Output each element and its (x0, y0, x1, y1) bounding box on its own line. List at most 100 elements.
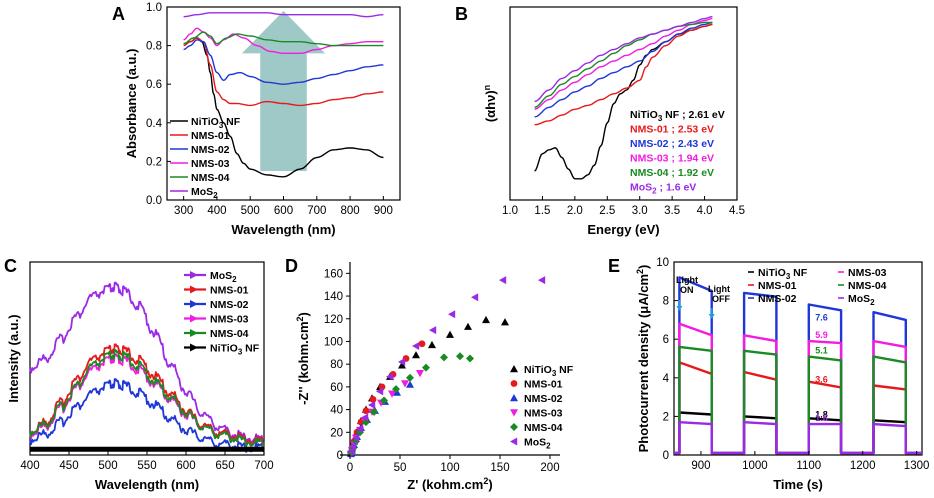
panel-e-xtick-label: 1100 (796, 460, 821, 472)
panel-d-point (418, 340, 426, 348)
panel-e-legend-label-main: NMS-01 (758, 280, 797, 292)
panel-c-legend-label-sub: 2 (232, 275, 237, 284)
panel-d-point (501, 318, 509, 326)
panel-d-point (471, 293, 479, 302)
panel-a-series-nms-04 (183, 31, 384, 47)
panel-a-legend-label: NMS-03 (191, 158, 230, 170)
panel-e-light-annotation-line1: Light (676, 275, 698, 285)
panel-d-legend-label-sub: 2 (546, 442, 551, 451)
panel-d-legend-marker (510, 409, 518, 417)
panel-c-series-mos2 (29, 281, 265, 445)
panel-d-ytick-label: 20 (330, 427, 343, 439)
panel-d-point (392, 385, 400, 394)
panel-a-xtick-label: 300 (174, 205, 193, 217)
panel-b-bandgap-label-main: MoS (630, 182, 652, 194)
panel-b-y-axis-label-sup: n (482, 85, 492, 91)
panel-c-series-nms-04 (29, 349, 265, 448)
panel-e-light-arrow-head (708, 314, 715, 319)
panel-b-xtick-label: 1.0 (502, 205, 518, 217)
panel-e-value-label-nms-04: 5.1 (815, 346, 828, 356)
panel-b-y-axis-label-main: (αhν) (483, 90, 498, 122)
panel-b-bandgap-label: NMS-03 ; 1.94 eV (630, 153, 714, 165)
panel-e-y-axis-label-tail: ) (636, 265, 651, 269)
panel-b-series-nms-01 (534, 23, 713, 126)
panel-d-point (393, 388, 401, 396)
panel-d-legend-label-sub: 3 (552, 369, 557, 378)
panel-d-point (422, 363, 430, 372)
panel-d-point (448, 310, 456, 319)
panel-c-legend-marker (190, 314, 198, 323)
panel-e-legend-label-sub: 2 (870, 298, 875, 307)
panel-b-x-axis-label: Energy (eV) (587, 222, 659, 237)
panel-b-series-nms-03 (534, 17, 713, 110)
panel-d-legend-marker (510, 437, 518, 446)
panel-e-legend-label-tail: NF (790, 267, 808, 279)
panel-a-series-nms-02 (183, 39, 384, 85)
panel-e-ytick-label: 0 (663, 450, 669, 462)
panel-e-legend-label: NMS-01 (758, 280, 797, 292)
panel-a-ytick-label: 0.2 (146, 156, 162, 168)
panel-c-legend-label-main: NMS-04 (210, 328, 249, 340)
panel-d-xtick-label: 200 (540, 462, 559, 474)
panel-d-series-nms-04 (347, 352, 474, 457)
panel-d-point (369, 395, 377, 403)
panel-d-y-axis-label-group: -Z'' (kohm.cm2) (295, 312, 311, 405)
panel-b-y-axis-label: (αhν)n (482, 85, 498, 122)
panel-d-y-axis-label: -Z'' (kohm.cm2) (295, 312, 311, 405)
panel-d-xtick-label: 50 (394, 462, 407, 474)
panel-d-ytick-label: 40 (330, 405, 343, 417)
panel-d-point (412, 351, 420, 359)
panel-d-x-axis-label-sup: 2 (483, 476, 488, 486)
panel-e-x-axis-label: Time (s) (773, 477, 823, 492)
panel-d-legend-label-main: NMS-03 (524, 408, 563, 420)
panel-d-x-axis-label-tail: ) (488, 477, 492, 492)
panel-d-point (456, 352, 464, 361)
panel-e-value-label-mos2: 1.6 (815, 413, 828, 423)
panel-b-bandgap-label-sub: 3 (658, 114, 663, 123)
panel-c-legend-label-main: MoS (210, 270, 232, 282)
panel-c-xtick-label: 450 (59, 460, 78, 472)
panel-a-legend-label-tail: NF (223, 116, 241, 128)
panel-e-legend-label-sub: 3 (786, 272, 791, 281)
panel-a-ytick-label: 0.8 (146, 41, 162, 53)
panel-b-bandgap-label-tail: NF ; 2.61 eV (662, 109, 724, 121)
panel-c-legend-label: NMS-04 (210, 328, 249, 340)
panel-b-bandgap-label: NMS-02 ; 2.43 eV (630, 138, 714, 150)
panel-d-point (482, 315, 490, 324)
panel-c-legend-label: NMS-01 (210, 285, 249, 297)
panel-d-point (416, 370, 424, 378)
panel-e-ytick-label: 2 (663, 411, 669, 423)
panel-d-point (398, 357, 406, 366)
panel-e-series-mos2 (674, 421, 922, 455)
panel-d-xtick-label: 0 (347, 462, 353, 474)
panel-d-y-axis-label-tail: ) (296, 312, 311, 316)
panel-e-value-label-nms-02: 7.6 (815, 312, 828, 322)
panel-b-xtick-label: 2.5 (599, 205, 615, 217)
panel-d-point (347, 447, 355, 456)
panel-a-xtick-label: 500 (241, 205, 260, 217)
panel-c-legend-marker (190, 271, 198, 279)
panel-c-legend-marker (190, 285, 198, 294)
panel-d-legend-label: NMS-03 (524, 408, 563, 420)
panel-a-y-axis-label: Absorbance (a.u.) (124, 49, 139, 159)
panel-d-point (378, 383, 386, 391)
panel-d-series-mos2 (347, 276, 546, 456)
panel-b-series-nms-02 (534, 21, 713, 118)
panel-e-letter: E (608, 256, 620, 276)
panel-d: D 0 50 100 150 200 0 20 40 60 80 100 120 140 160 NiTi… (285, 256, 574, 492)
panel-e-y-axis-label-group: Photocurrent density (μA/cm2) (635, 265, 651, 453)
panel-d-legend-label-main: NMS-01 (524, 379, 563, 391)
panel-c-xtick-label: 500 (98, 460, 117, 472)
panel-a-legend-label-main: MoS (191, 186, 213, 198)
panel-b-xtick-label: 4.0 (697, 205, 713, 217)
panel-d-ytick-label: 160 (324, 268, 343, 280)
panel-d-point (376, 387, 384, 396)
panel-d-legend-label: MoS2 (524, 437, 551, 451)
panel-e-legend-label: NiTiO3 NF (758, 267, 808, 281)
panel-c-y-axis-label: Intensity (a.u.) (6, 314, 21, 402)
panel-b-xtick-label: 3.5 (664, 205, 680, 217)
panel-e-legend-label-main: NiTiO (758, 267, 786, 279)
panel-c-xtick-label: 400 (20, 460, 39, 472)
